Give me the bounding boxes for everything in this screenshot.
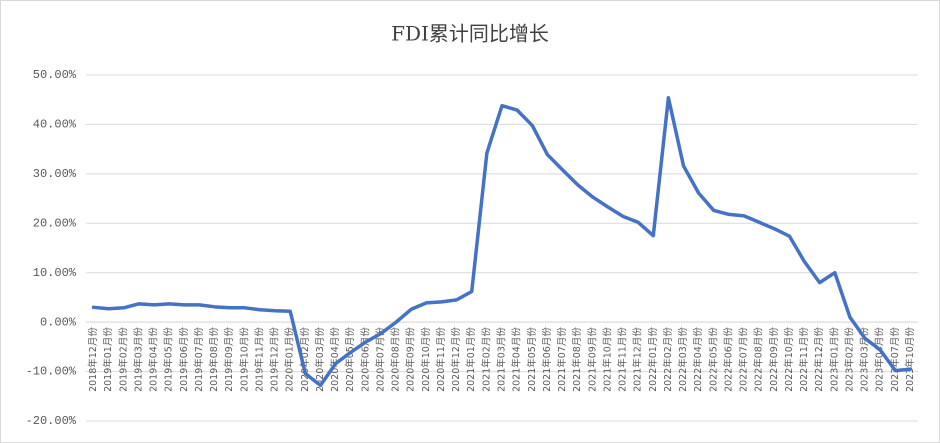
x-tick-label: 2022年05月份 [707, 327, 719, 392]
x-tick-label: 2021年04月份 [511, 327, 523, 392]
x-tick-label: 2019年10月份 [238, 327, 250, 392]
x-tick-label: 2023年04月份 [874, 327, 886, 392]
x-tick-label: 2021年01月份 [465, 327, 477, 392]
x-tick-label: 2022年04月份 [692, 327, 704, 392]
y-tick-label: 30.00% [33, 167, 77, 181]
x-tick-label: 2023年03月份 [859, 327, 871, 392]
x-tick-label: 2020年12月份 [450, 327, 462, 392]
x-tick-label: 2022年07月份 [738, 327, 750, 392]
x-tick-label: 2020年10月份 [420, 327, 432, 392]
x-tick-label: 2022年03月份 [677, 327, 689, 392]
x-tick-label: 2019年08月份 [208, 327, 220, 392]
x-tick-label: 2020年08月份 [390, 327, 402, 392]
x-tick-label: 2020年01月份 [284, 327, 296, 392]
x-tick-label: 2019年02月份 [117, 327, 129, 392]
x-tick-label: 2022年11月份 [798, 327, 810, 392]
y-tick-label: 40.00% [33, 118, 77, 132]
x-tick-label: 2019年03月份 [132, 327, 144, 392]
y-tick-label: 10.00% [33, 266, 77, 280]
x-tick-label: 2021年02月份 [480, 327, 492, 392]
x-tick-label: 2019年09月份 [223, 327, 235, 392]
x-tick-label: 2018年12月份 [87, 327, 99, 392]
x-tick-label: 2019年12月份 [269, 327, 281, 392]
chart-title: FDI累计同比增长 [391, 22, 549, 46]
x-tick-label: 2019年06月份 [178, 327, 190, 392]
x-tick-label: 2020年06月份 [359, 327, 371, 392]
x-tick-label: 2020年03月份 [314, 327, 326, 392]
x-tick-label: 2023年01月份 [828, 327, 840, 392]
x-tick-label: 2021年11月份 [617, 327, 629, 392]
x-tick-label: 2021年03月份 [496, 327, 508, 392]
x-tick-label: 2019年04月份 [148, 327, 160, 392]
y-tick-label: 0.00% [40, 315, 77, 329]
x-tick-label: 2021年07月份 [556, 327, 568, 392]
x-tick-label: 2019年01月份 [102, 327, 114, 392]
x-tick-label: 2022年06月份 [722, 327, 734, 392]
x-tick-label: 2022年10月份 [783, 327, 795, 392]
x-tick-label: 2020年11月份 [435, 327, 447, 392]
x-tick-label: 2022年12月份 [813, 327, 825, 392]
x-tick-label: 2022年08月份 [753, 327, 765, 392]
x-tick-label: 2022年01月份 [647, 327, 659, 392]
x-tick-label: 2021年08月份 [571, 327, 583, 392]
x-tick-label: 2021年06月份 [541, 327, 553, 392]
x-tick-label: 2023年10月份 [904, 327, 916, 392]
y-tick-label: 20.00% [33, 216, 77, 230]
x-tick-label: 2021年09月份 [586, 327, 598, 392]
x-tick-label: 2022年02月份 [662, 327, 674, 392]
data-line [91, 95, 913, 388]
x-tick-label: 2019年07月份 [193, 327, 205, 392]
x-tick-label: 2020年07月份 [374, 327, 386, 392]
y-tick-label: 50.00% [33, 68, 77, 82]
y-tick-label: -10.00% [26, 365, 77, 379]
x-tick-label: 2023年07月份 [889, 327, 901, 392]
x-tick-label: 2021年05月份 [526, 327, 538, 392]
x-tick-label: 2019年05月份 [163, 327, 175, 392]
x-tick-label: 2021年10月份 [601, 327, 613, 392]
x-tick-label: 2021年12月份 [632, 327, 644, 392]
y-tick-label: -20.00% [26, 414, 77, 428]
x-tick-label: 2020年09月份 [405, 327, 417, 392]
x-tick-label: 2023年02月份 [843, 327, 855, 392]
x-tick-label: 2020年05月份 [344, 327, 356, 392]
x-tick-label: 2019年11月份 [253, 327, 265, 392]
x-tick-label: 2020年04月份 [329, 327, 341, 392]
x-tick-label: 2022年09月份 [768, 327, 780, 392]
